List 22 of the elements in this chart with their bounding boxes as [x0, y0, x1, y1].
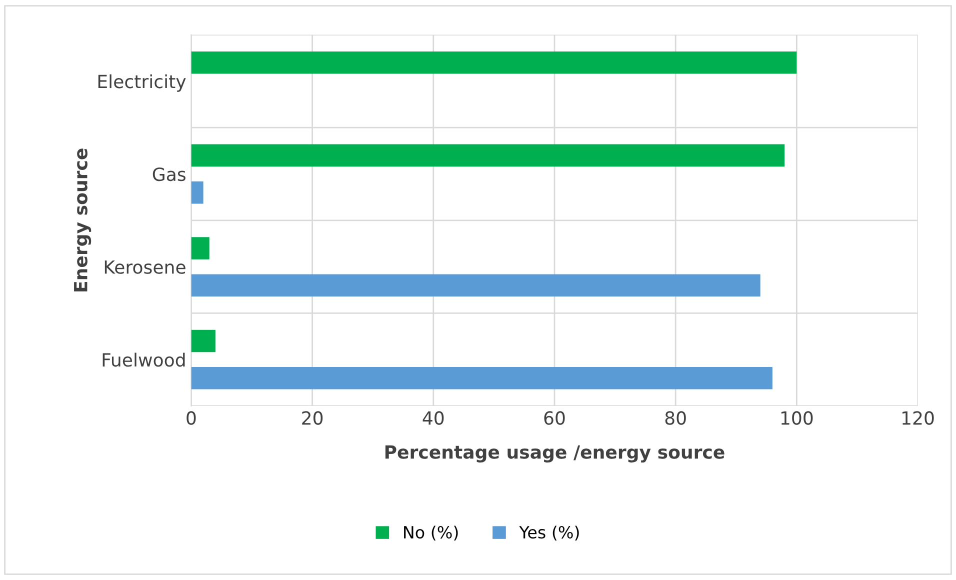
- x-tick-label: 120: [902, 411, 934, 425]
- legend-label: No (%): [404, 526, 458, 541]
- x-tick-label: 20: [302, 411, 323, 425]
- y-tick-label: Electricity: [98, 74, 186, 92]
- bar: [191, 274, 760, 296]
- bar: [191, 144, 785, 167]
- y-tick-label: Kerosene: [104, 260, 186, 274]
- y-tick-label: Fuelwood: [102, 352, 185, 367]
- legend-label: Yes (%): [519, 526, 579, 541]
- y-tick-label: Gas: [152, 167, 186, 182]
- x-tick-label: 80: [665, 411, 686, 425]
- bar: [191, 237, 210, 260]
- bar: [191, 367, 772, 390]
- x-tick-label: 40: [422, 411, 444, 425]
- bar: [191, 181, 204, 204]
- y-axis-title: Energy source: [74, 148, 92, 292]
- x-tick-label: 0: [186, 411, 196, 425]
- x-tick-label: 100: [781, 411, 813, 425]
- x-axis-title: Percentage usage /energy source: [385, 445, 724, 462]
- x-tick-label: 60: [544, 411, 565, 425]
- bar: [191, 52, 797, 74]
- bar: [191, 330, 216, 352]
